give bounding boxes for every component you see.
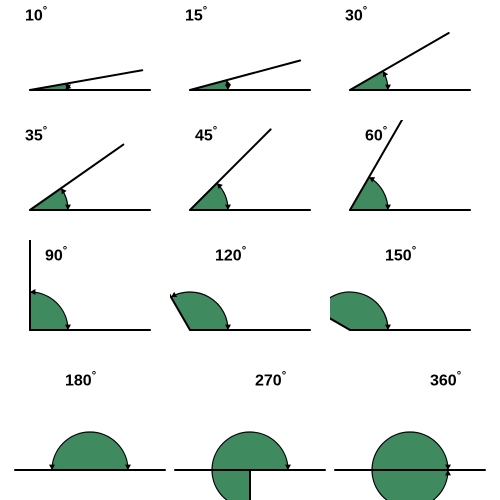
angle-value: 60 [365, 127, 383, 144]
angle-label-90: 90° [45, 245, 67, 265]
degree-symbol: ° [457, 370, 461, 382]
angle-label-270: 270° [255, 370, 286, 390]
angle-svg-120 [170, 240, 330, 360]
angle-cell-35: 35° [10, 120, 170, 240]
angle-value: 10 [25, 7, 43, 24]
degree-symbol: ° [92, 370, 96, 382]
angle-cell-15: 15° [170, 0, 330, 120]
angle-svg-45 [170, 120, 330, 240]
angle-value: 15 [185, 7, 203, 24]
angle-cell-150: 150° [330, 240, 490, 360]
angle-svg-60 [330, 120, 490, 240]
degree-symbol: ° [363, 5, 367, 17]
angle-label-45: 45° [195, 125, 217, 145]
angle-cell-45: 45° [170, 120, 330, 240]
angle-cell-30: 30° [330, 0, 490, 120]
degree-symbol: ° [213, 125, 217, 137]
angle-value: 35 [25, 127, 43, 144]
angle-label-35: 35° [25, 125, 47, 145]
angle-svg-90 [10, 240, 170, 360]
degree-symbol: ° [412, 245, 416, 257]
angle-cell-120: 120° [170, 240, 330, 360]
angle-label-60: 60° [365, 125, 387, 145]
angle-label-360: 360° [430, 370, 461, 390]
angle-label-180: 180° [65, 370, 96, 390]
angle-cell-90: 90° [10, 240, 170, 360]
degree-symbol: ° [383, 125, 387, 137]
angle-reference-diagram: 10°15°30°35°45°60°90°120°150°180°270°360… [0, 0, 500, 500]
angle-cell-10: 10° [10, 0, 170, 120]
angle-value: 90 [45, 247, 63, 264]
angle-value: 120 [215, 247, 242, 264]
angle-value: 270 [255, 372, 282, 389]
degree-symbol: ° [203, 5, 207, 17]
angle-label-30: 30° [345, 5, 367, 25]
angle-label-120: 120° [215, 245, 246, 265]
angle-cell-180: 180° [10, 360, 170, 500]
angle-value: 360 [430, 372, 457, 389]
angle-value: 30 [345, 7, 363, 24]
angle-label-15: 15° [185, 5, 207, 25]
angle-label-150: 150° [385, 245, 416, 265]
degree-symbol: ° [282, 370, 286, 382]
degree-symbol: ° [63, 245, 67, 257]
angle-label-10: 10° [25, 5, 47, 25]
angle-cell-360: 360° [330, 360, 490, 500]
angle-svg-270 [170, 360, 330, 500]
angle-value: 180 [65, 372, 92, 389]
degree-symbol: ° [43, 125, 47, 137]
degree-symbol: ° [242, 245, 246, 257]
angle-cell-60: 60° [330, 120, 490, 240]
degree-symbol: ° [43, 5, 47, 17]
angle-value: 45 [195, 127, 213, 144]
angle-value: 150 [385, 247, 412, 264]
angle-svg-360 [330, 360, 490, 500]
angle-cell-270: 270° [170, 360, 330, 500]
